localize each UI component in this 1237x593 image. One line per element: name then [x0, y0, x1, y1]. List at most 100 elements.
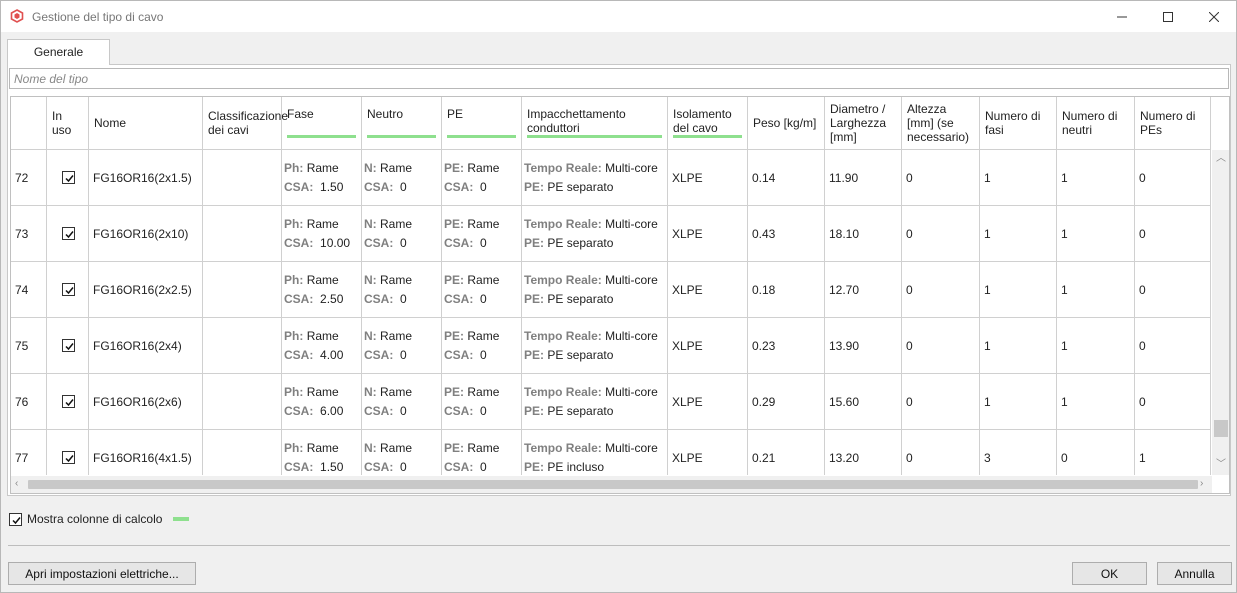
height-cell[interactable]: 0: [902, 262, 980, 317]
table-row[interactable]: 73 FG16OR16(2x10) Ph: Rame CSA: 10.00 N:…: [11, 206, 1211, 262]
column-header-packing[interactable]: Impacchettamento conduttori: [522, 97, 668, 149]
phase-cell[interactable]: Ph: Rame CSA: 1.50: [282, 150, 362, 205]
num-pes-cell[interactable]: 1: [1135, 430, 1211, 475]
in-use-checkbox[interactable]: [62, 171, 75, 184]
num-phases-cell[interactable]: 1: [980, 206, 1057, 261]
height-cell[interactable]: 0: [902, 150, 980, 205]
column-header-name[interactable]: Nome: [89, 97, 203, 149]
num-phases-cell[interactable]: 1: [980, 262, 1057, 317]
column-header-weight[interactable]: Peso [kg/m]: [748, 97, 825, 149]
packing-cell[interactable]: Tempo Reale: Multi-core PE: PE separato: [522, 262, 668, 317]
phase-cell[interactable]: Ph: Rame CSA: 6.00: [282, 374, 362, 429]
column-header-neutral[interactable]: Neutro: [362, 97, 442, 149]
num-neutrals-cell[interactable]: 1: [1057, 374, 1135, 429]
phase-cell[interactable]: Ph: Rame CSA: 4.00: [282, 318, 362, 373]
column-header-num-pes[interactable]: Numero di PEs: [1135, 97, 1211, 149]
classification-cell[interactable]: [203, 318, 282, 373]
packing-cell[interactable]: Tempo Reale: Multi-core PE: PE separato: [522, 150, 668, 205]
num-neutrals-cell[interactable]: 1: [1057, 318, 1135, 373]
column-header-num-neutrals[interactable]: Numero di neutri: [1057, 97, 1135, 149]
scroll-down-icon[interactable]: ﹀: [1216, 459, 1226, 470]
name-cell[interactable]: FG16OR16(2x2.5): [89, 262, 203, 317]
table-row[interactable]: 77 FG16OR16(4x1.5) Ph: Rame CSA: 1.50 N:…: [11, 430, 1211, 475]
neutral-cell[interactable]: N: Rame CSA: 0: [362, 262, 442, 317]
num-phases-cell[interactable]: 1: [980, 318, 1057, 373]
packing-cell[interactable]: Tempo Reale: Multi-core PE: PE separato: [522, 206, 668, 261]
diameter-cell[interactable]: 11.90: [825, 150, 902, 205]
neutral-cell[interactable]: N: Rame CSA: 0: [362, 430, 442, 475]
in-use-checkbox[interactable]: [62, 227, 75, 240]
pe-cell[interactable]: PE: Rame CSA: 0: [442, 206, 522, 261]
insulation-cell[interactable]: XLPE: [668, 206, 748, 261]
diameter-cell[interactable]: 13.90: [825, 318, 902, 373]
name-cell[interactable]: FG16OR16(2x4): [89, 318, 203, 373]
neutral-cell[interactable]: N: Rame CSA: 0: [362, 206, 442, 261]
tab-general[interactable]: Generale: [7, 39, 110, 65]
neutral-cell[interactable]: N: Rame CSA: 0: [362, 318, 442, 373]
scroll-right-icon[interactable]: ›: [1200, 478, 1204, 489]
maximize-button[interactable]: [1145, 1, 1191, 32]
neutral-cell[interactable]: N: Rame CSA: 0: [362, 374, 442, 429]
diameter-cell[interactable]: 15.60: [825, 374, 902, 429]
neutral-cell[interactable]: N: Rame CSA: 0: [362, 150, 442, 205]
horizontal-scroll-thumb[interactable]: [28, 480, 1198, 489]
column-header-insulation[interactable]: Isolamento del cavo: [668, 97, 748, 149]
num-neutrals-cell[interactable]: 0: [1057, 430, 1135, 475]
column-header-pe[interactable]: PE: [442, 97, 522, 149]
pe-cell[interactable]: PE: Rame CSA: 0: [442, 374, 522, 429]
height-cell[interactable]: 0: [902, 318, 980, 373]
in-use-checkbox[interactable]: [62, 451, 75, 464]
phase-cell[interactable]: Ph: Rame CSA: 10.00: [282, 206, 362, 261]
insulation-cell[interactable]: XLPE: [668, 430, 748, 475]
in-use-checkbox[interactable]: [62, 283, 75, 296]
packing-cell[interactable]: Tempo Reale: Multi-core PE: PE separato: [522, 374, 668, 429]
name-cell[interactable]: FG16OR16(2x10): [89, 206, 203, 261]
scroll-left-icon[interactable]: ‹: [15, 478, 19, 489]
phase-cell[interactable]: Ph: Rame CSA: 2.50: [282, 262, 362, 317]
weight-cell[interactable]: 0.43: [748, 206, 825, 261]
open-electrical-settings-button[interactable]: Apri impostazioni elettriche...: [8, 562, 196, 585]
weight-cell[interactable]: 0.14: [748, 150, 825, 205]
num-neutrals-cell[interactable]: 1: [1057, 262, 1135, 317]
name-cell[interactable]: FG16OR16(4x1.5): [89, 430, 203, 475]
num-neutrals-cell[interactable]: 1: [1057, 150, 1135, 205]
close-button[interactable]: [1191, 1, 1237, 32]
horizontal-scrollbar[interactable]: ‹ ›: [11, 476, 1212, 493]
packing-cell[interactable]: Tempo Reale: Multi-core PE: PE separato: [522, 318, 668, 373]
classification-cell[interactable]: [203, 150, 282, 205]
column-header-height[interactable]: Altezza [mm] (se necessario): [902, 97, 980, 149]
height-cell[interactable]: 0: [902, 430, 980, 475]
weight-cell[interactable]: 0.23: [748, 318, 825, 373]
insulation-cell[interactable]: XLPE: [668, 318, 748, 373]
show-calc-columns-option[interactable]: Mostra colonne di calcolo: [9, 512, 190, 526]
column-header-phase[interactable]: Fase: [282, 97, 362, 149]
num-phases-cell[interactable]: 1: [980, 150, 1057, 205]
diameter-cell[interactable]: 13.20: [825, 430, 902, 475]
ok-button[interactable]: OK: [1072, 562, 1147, 585]
height-cell[interactable]: 0: [902, 206, 980, 261]
in-use-checkbox[interactable]: [62, 395, 75, 408]
vertical-scroll-thumb[interactable]: [1214, 420, 1228, 437]
diameter-cell[interactable]: 12.70: [825, 262, 902, 317]
packing-cell[interactable]: Tempo Reale: Multi-core PE: PE incluso: [522, 430, 668, 475]
pe-cell[interactable]: PE: Rame CSA: 0: [442, 318, 522, 373]
insulation-cell[interactable]: XLPE: [668, 374, 748, 429]
cancel-button[interactable]: Annulla: [1157, 562, 1232, 585]
type-name-input[interactable]: [9, 68, 1229, 89]
show-calc-columns-checkbox[interactable]: [9, 512, 22, 526]
table-row[interactable]: 74 FG16OR16(2x2.5) Ph: Rame CSA: 2.50 N:…: [11, 262, 1211, 318]
classification-cell[interactable]: [203, 262, 282, 317]
classification-cell[interactable]: [203, 430, 282, 475]
weight-cell[interactable]: 0.21: [748, 430, 825, 475]
table-row[interactable]: 76 FG16OR16(2x6) Ph: Rame CSA: 6.00 N: R…: [11, 374, 1211, 430]
phase-cell[interactable]: Ph: Rame CSA: 1.50: [282, 430, 362, 475]
num-phases-cell[interactable]: 3: [980, 430, 1057, 475]
table-row[interactable]: 72 FG16OR16(2x1.5) Ph: Rame CSA: 1.50 N:…: [11, 150, 1211, 206]
name-cell[interactable]: FG16OR16(2x1.5): [89, 150, 203, 205]
pe-cell[interactable]: PE: Rame CSA: 0: [442, 430, 522, 475]
column-header-classification[interactable]: Classificazione dei cavi: [203, 97, 288, 149]
classification-cell[interactable]: [203, 206, 282, 261]
in-use-checkbox[interactable]: [62, 339, 75, 352]
minimize-button[interactable]: [1099, 1, 1145, 32]
name-cell[interactable]: FG16OR16(2x6): [89, 374, 203, 429]
